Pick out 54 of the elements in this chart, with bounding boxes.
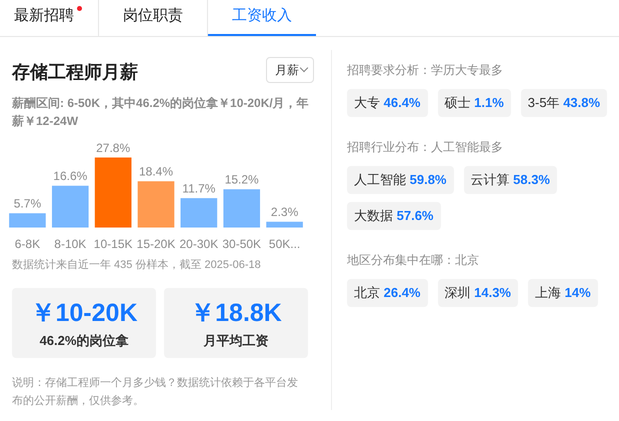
x-tick-label: 20-30K [180,237,218,252]
data-label: 5.7% [14,196,42,211]
bar [180,198,218,228]
text: 59.8% [410,172,446,187]
text: 57.6% [396,208,434,223]
category-label: 大数据 [354,208,393,223]
text: 招聘行业分布：人工智能最多 [347,139,504,156]
bar [266,222,303,228]
data-label: 16.6% [53,169,88,184]
text: 1.1% [474,95,504,110]
x-tick-label: 50K... [268,237,300,252]
chart-title: 存储工程师月薪 [12,61,138,84]
x-tick-label: 15-20K [136,237,176,252]
text: 地区分布集中在哪：北京 [347,252,480,269]
data-label: 15.2% [224,172,260,187]
x-tick-label: 6-8K [14,237,40,252]
chart-subtitle: 薪酬区间: 6-50K，其中46.2%的岗位拿￥10-20K/月，年薪￥12-24W [12,95,310,130]
text: 说明：存储工程师一个月多少钱？数据统计依赖于各平台发布的公开薪酬，仅供参考。 [12,376,299,409]
bar [9,213,46,228]
x-tick-label: 8-10K [54,237,86,252]
category-label: 云计算 [470,172,510,187]
text: 43.8% [563,95,600,110]
category-label: 46.2%的岗位拿 [38,332,130,350]
x-tick-label: 10-15K [94,237,132,252]
text: 46.4% [384,95,420,110]
text: 14% [564,285,591,300]
text: 26.4% [384,285,420,300]
category-label: 3-5年 [528,95,560,110]
text: ￥18.8K [190,299,282,327]
category-label: 北京 [354,285,380,300]
text: 数据统计来自近一年 435 份样本，截至 2025-06-18 [12,258,261,272]
category-label: 月平均工资 [202,332,270,350]
text: ￥10-20K [30,299,138,327]
bar [94,158,132,228]
data-label: 11.7% [182,181,216,196]
dropdown: 月薪 [266,57,314,83]
data-label: 2.3% [270,205,299,220]
text: 招聘要求分析：学历大专最多 [347,62,504,79]
text: 58.3% [513,172,550,187]
category-label: 硕士 [444,95,470,110]
bar [223,189,260,228]
category-label: 工资收入 [208,0,316,36]
bar [52,186,89,228]
category-label: 人工智能 [354,172,406,187]
bar [138,181,174,228]
data-label: 18.4% [138,164,174,179]
data-label: 27.8% [96,140,130,155]
text: 14.3% [474,285,511,300]
category-label: 最新招聘 [0,0,99,36]
category-label: 深圳 [444,285,470,300]
category-label: 岗位职责 [99,0,208,36]
category-label: 大专 [354,95,380,110]
category-label: 上海 [535,285,561,300]
x-tick-label: 30-50K [222,237,262,252]
